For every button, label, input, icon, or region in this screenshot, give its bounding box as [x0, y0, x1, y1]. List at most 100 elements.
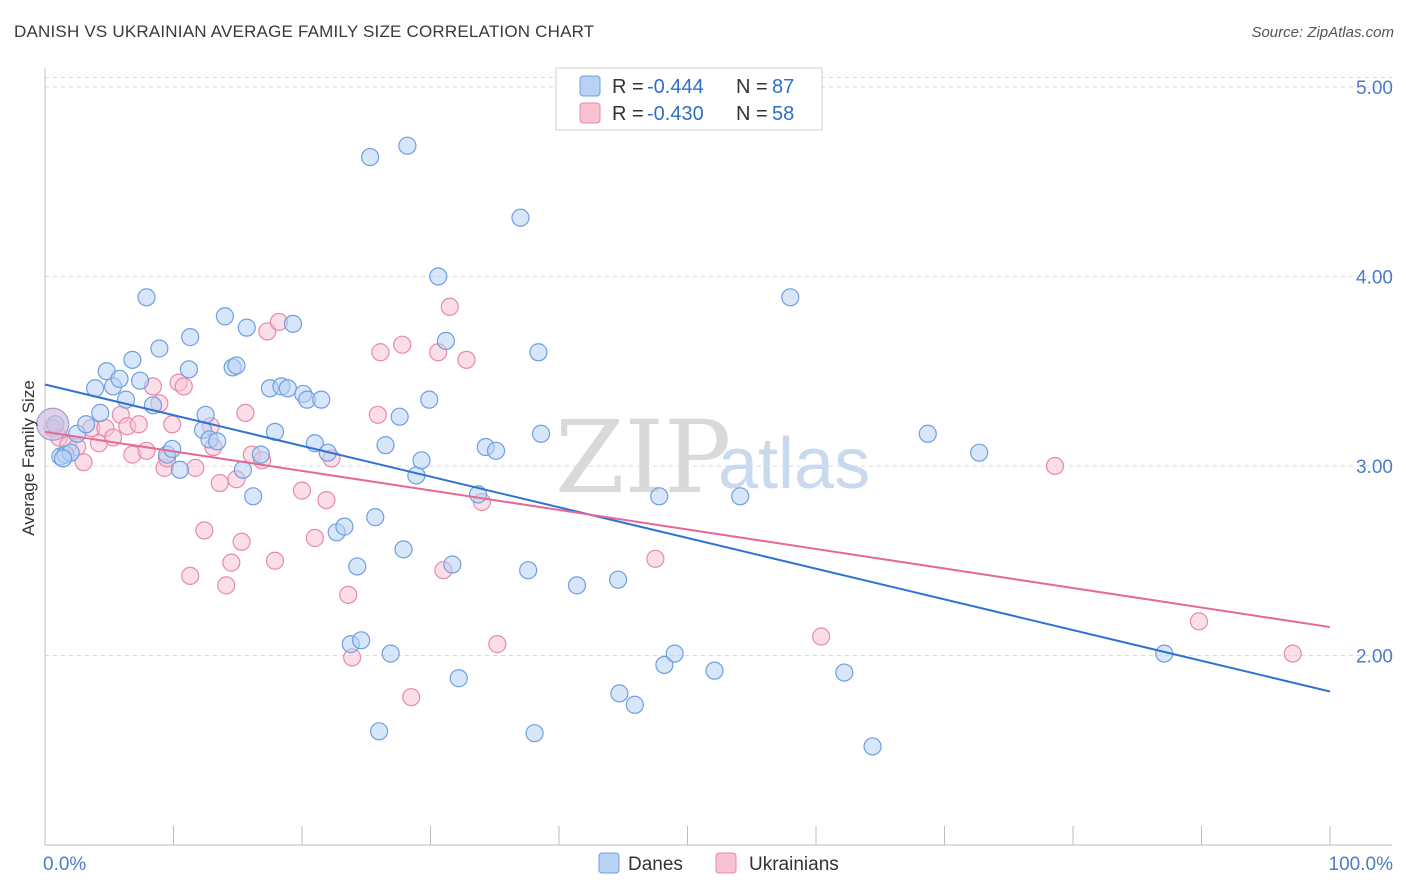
- ukr-r-value: -0.430: [647, 103, 704, 125]
- ukrainians-point-28: [222, 553, 241, 572]
- danes-point-49: [366, 508, 385, 527]
- x-tick-label-0: 0.0%: [43, 854, 86, 875]
- danes-point-70: [531, 424, 551, 443]
- danes-points: [36, 136, 1174, 756]
- series-legend: Danes Ukrainians: [598, 852, 839, 875]
- danes-point-51: [376, 436, 395, 455]
- danes-point-48: [361, 147, 380, 167]
- danes-point-28: [227, 356, 246, 375]
- ukrainians-trend-line: [44, 430, 1331, 629]
- danes-point-50: [370, 722, 389, 741]
- ukrainians-point-39: [317, 490, 336, 510]
- danes-point-76: [655, 655, 674, 675]
- stats-legend: R = -0.444 N = 87 R = -0.430 N = 58: [555, 67, 823, 131]
- source-credit: Source: ZipAtlas.com: [1251, 24, 1394, 41]
- ukrainians-point-49: [440, 297, 459, 316]
- danes-n-label: N =: [736, 76, 768, 98]
- danes-point-57: [412, 451, 431, 470]
- danes-point-78: [705, 661, 724, 680]
- danes-point-18: [163, 439, 182, 459]
- ukrainians-point-12: [129, 415, 148, 434]
- danes-bottom-swatch: [598, 852, 620, 874]
- chart-title: DANISH VS UKRAINIAN AVERAGE FAMILY SIZE …: [14, 22, 595, 41]
- trend-lines: [44, 383, 1331, 693]
- grid-lines: [45, 76, 1392, 656]
- y-tick-label-0: 2.00: [1356, 646, 1393, 667]
- danes-point-79: [731, 487, 750, 506]
- danes-point-60: [436, 331, 456, 350]
- ukrainians-point-38: [305, 528, 324, 548]
- danes-point-86: [53, 449, 73, 468]
- danes-point-72: [609, 570, 628, 589]
- ukrainians-point-27: [217, 576, 236, 595]
- x-tick-label-1: 100.0%: [1329, 854, 1394, 875]
- danes-point-7: [91, 403, 110, 423]
- danes-point-73: [610, 684, 629, 703]
- danes-legend-label: Danes: [628, 854, 683, 875]
- ukr-n-label: N =: [736, 103, 768, 125]
- danes-trend-line: [44, 383, 1331, 693]
- danes-r-label: R =: [612, 76, 644, 98]
- danes-point-84: [970, 443, 989, 462]
- danes-point-61: [443, 555, 462, 574]
- danes-point-74: [625, 695, 644, 714]
- ukrainians-point-20: [174, 377, 193, 396]
- danes-point-19: [170, 460, 190, 479]
- watermark-zip: ZIP: [555, 399, 731, 516]
- ukrainians-point-50: [457, 350, 476, 369]
- danes-point-59: [429, 267, 448, 286]
- ukrainians-point-13: [137, 441, 156, 460]
- danes-point-68: [525, 724, 544, 743]
- danes-point-32: [251, 445, 270, 464]
- ukrainians-point-18: [163, 415, 182, 434]
- ukrainians-bottom-swatch: [715, 852, 737, 874]
- danes-r-value: -0.444: [647, 76, 704, 98]
- danes-point-54: [394, 540, 413, 559]
- ukrainians-point-23: [195, 521, 214, 540]
- ukrainians-point-43: [368, 405, 387, 424]
- danes-point-83: [918, 424, 937, 443]
- ukrainians-point-4: [74, 453, 93, 472]
- ukr-r-label: R =: [612, 103, 644, 125]
- danes-point-10: [110, 369, 129, 388]
- danes-point-66: [511, 208, 530, 227]
- ukrainians-point-57: [1283, 644, 1302, 663]
- danes-point-80: [781, 288, 800, 307]
- ukrainians-point-52: [488, 635, 507, 654]
- ukrainians-point-35: [265, 551, 285, 570]
- ukrainians-point-37: [292, 481, 312, 500]
- danes-point-53: [390, 407, 409, 426]
- ukrainians-point-26: [210, 473, 229, 493]
- danes-point-47: [352, 631, 371, 650]
- ukrainians-point-45: [393, 335, 412, 354]
- danes-point-16: [150, 339, 169, 358]
- y-tick-label-1: 3.00: [1356, 457, 1393, 478]
- danes-point-77: [665, 644, 684, 663]
- danes-point-5: [77, 415, 96, 434]
- ukrainians-point-53: [646, 549, 665, 568]
- y-axis-title: Average Family Size: [19, 380, 38, 536]
- ukrainians-point-22: [186, 458, 205, 477]
- danes-point-67: [519, 561, 538, 580]
- x-tick-labels: 0.0% 100.0%: [43, 854, 1393, 875]
- ukrainians-point-55: [1045, 456, 1065, 476]
- danes-point-13: [130, 371, 150, 390]
- ukrainians-point-30: [232, 532, 251, 551]
- ukrainians-point-41: [339, 585, 358, 604]
- danes-point-31: [244, 487, 263, 506]
- danes-point-12: [123, 350, 142, 369]
- danes-point-55: [398, 136, 417, 155]
- danes-point-58: [420, 390, 439, 409]
- danes-point-62: [449, 669, 468, 688]
- overlap-point: [36, 407, 70, 441]
- danes-point-41: [312, 390, 331, 409]
- danes-point-75: [650, 487, 669, 506]
- danes-point-21: [181, 328, 200, 347]
- danes-point-71: [567, 576, 587, 595]
- danes-point-52: [381, 644, 400, 663]
- y-tick-label-3: 5.00: [1356, 78, 1393, 99]
- danes-point-46: [348, 557, 367, 576]
- ukr-n-value: 58: [772, 103, 794, 125]
- ukrainians-point-44: [371, 343, 390, 362]
- danes-point-36: [278, 379, 297, 398]
